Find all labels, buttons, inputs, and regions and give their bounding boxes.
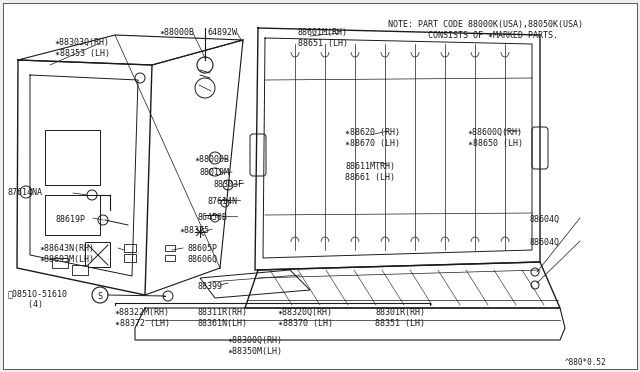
Text: 88611M(RH): 88611M(RH) bbox=[345, 162, 395, 171]
Text: 88651 (LH): 88651 (LH) bbox=[298, 39, 348, 48]
Text: 88351 (LH): 88351 (LH) bbox=[375, 319, 425, 328]
Text: ✶88643N(RH): ✶88643N(RH) bbox=[40, 244, 95, 253]
Bar bbox=[124, 254, 136, 262]
FancyBboxPatch shape bbox=[250, 134, 266, 176]
Text: ✶88300Q(RH): ✶88300Q(RH) bbox=[228, 336, 283, 345]
Bar bbox=[72, 265, 88, 275]
Text: ✶88693M(LH): ✶88693M(LH) bbox=[40, 255, 95, 264]
Text: 88361N(LH): 88361N(LH) bbox=[198, 319, 248, 328]
Text: ✶88370 (LH): ✶88370 (LH) bbox=[278, 319, 333, 328]
Text: ✶88320Q(RH): ✶88320Q(RH) bbox=[278, 308, 333, 317]
Text: ✶88670 (LH): ✶88670 (LH) bbox=[345, 139, 400, 148]
Text: ^880*0.52: ^880*0.52 bbox=[565, 358, 607, 367]
FancyBboxPatch shape bbox=[532, 127, 548, 169]
Text: ✶88650 (LH): ✶88650 (LH) bbox=[468, 139, 523, 148]
Text: 87614N: 87614N bbox=[208, 197, 238, 206]
Bar bbox=[124, 244, 136, 252]
Text: ✶88303Q(RH): ✶88303Q(RH) bbox=[55, 38, 110, 47]
Text: 88604Q: 88604Q bbox=[530, 238, 560, 247]
Bar bbox=[165, 245, 175, 251]
Text: 88605P: 88605P bbox=[188, 244, 218, 253]
Polygon shape bbox=[200, 270, 310, 298]
Text: ✶88353 (LH): ✶88353 (LH) bbox=[55, 49, 110, 58]
Text: ⒖0851O-51610: ⒖0851O-51610 bbox=[8, 289, 68, 298]
Bar bbox=[45, 130, 100, 185]
Text: 88606Q: 88606Q bbox=[188, 255, 218, 264]
Text: 88311R(RH): 88311R(RH) bbox=[198, 308, 248, 317]
Text: ✶88350M(LH): ✶88350M(LH) bbox=[228, 347, 283, 356]
Text: ✶88372 (LH): ✶88372 (LH) bbox=[115, 319, 170, 328]
Text: 88601M(RH): 88601M(RH) bbox=[298, 28, 348, 37]
Text: 88019M: 88019M bbox=[200, 168, 230, 177]
Bar bbox=[45, 195, 100, 235]
Text: 88303F: 88303F bbox=[213, 180, 243, 189]
Text: CONSISTS OF ✶MARKED PARTS.: CONSISTS OF ✶MARKED PARTS. bbox=[388, 31, 558, 40]
Bar bbox=[165, 255, 175, 261]
Text: ✶88000B: ✶88000B bbox=[160, 28, 195, 37]
Text: 88661 (LH): 88661 (LH) bbox=[345, 173, 395, 182]
Text: NOTE: PART CODE 88000K(USA),88050K(USA): NOTE: PART CODE 88000K(USA),88050K(USA) bbox=[388, 20, 583, 29]
Text: 88604Q: 88604Q bbox=[530, 215, 560, 224]
Text: 86450B: 86450B bbox=[198, 213, 228, 222]
Text: ✶88620 (RH): ✶88620 (RH) bbox=[345, 128, 400, 137]
Ellipse shape bbox=[209, 168, 221, 176]
Bar bbox=[52, 258, 68, 268]
Text: ✶88375: ✶88375 bbox=[180, 226, 210, 235]
Text: 64892W: 64892W bbox=[208, 28, 238, 37]
Text: 88301R(RH): 88301R(RH) bbox=[375, 308, 425, 317]
Text: ✶88000B: ✶88000B bbox=[195, 155, 230, 164]
Text: ✶88322M(RH): ✶88322M(RH) bbox=[115, 308, 170, 317]
Text: ✶88600Q(RH): ✶88600Q(RH) bbox=[468, 128, 523, 137]
Bar bbox=[85, 242, 110, 267]
Text: 88399: 88399 bbox=[198, 282, 223, 291]
Text: 88619P: 88619P bbox=[55, 215, 85, 224]
Text: S: S bbox=[97, 292, 102, 301]
Text: (4): (4) bbox=[8, 300, 43, 309]
Text: 87614NA: 87614NA bbox=[8, 188, 43, 197]
